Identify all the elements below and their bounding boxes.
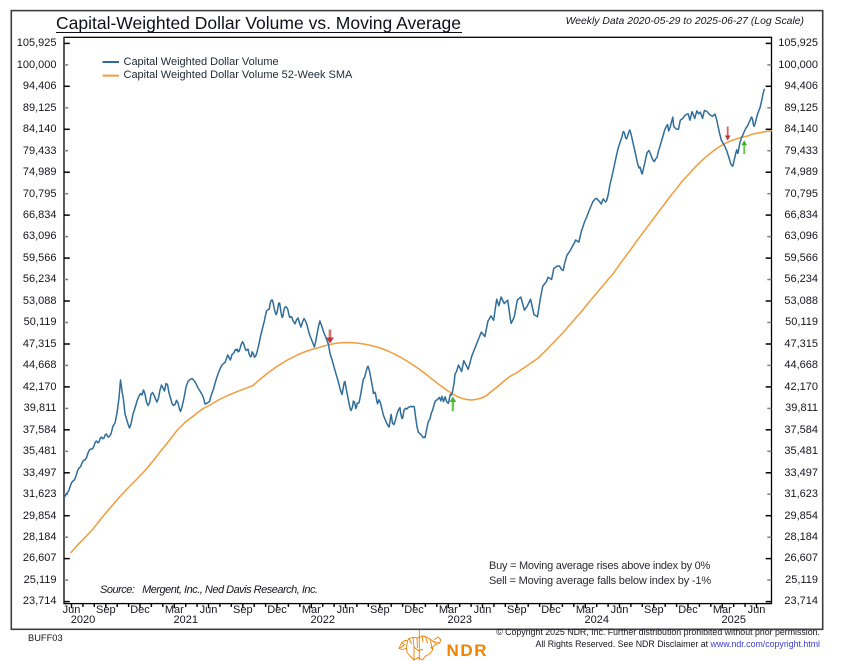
svg-text:NDR: NDR: [447, 641, 489, 660]
